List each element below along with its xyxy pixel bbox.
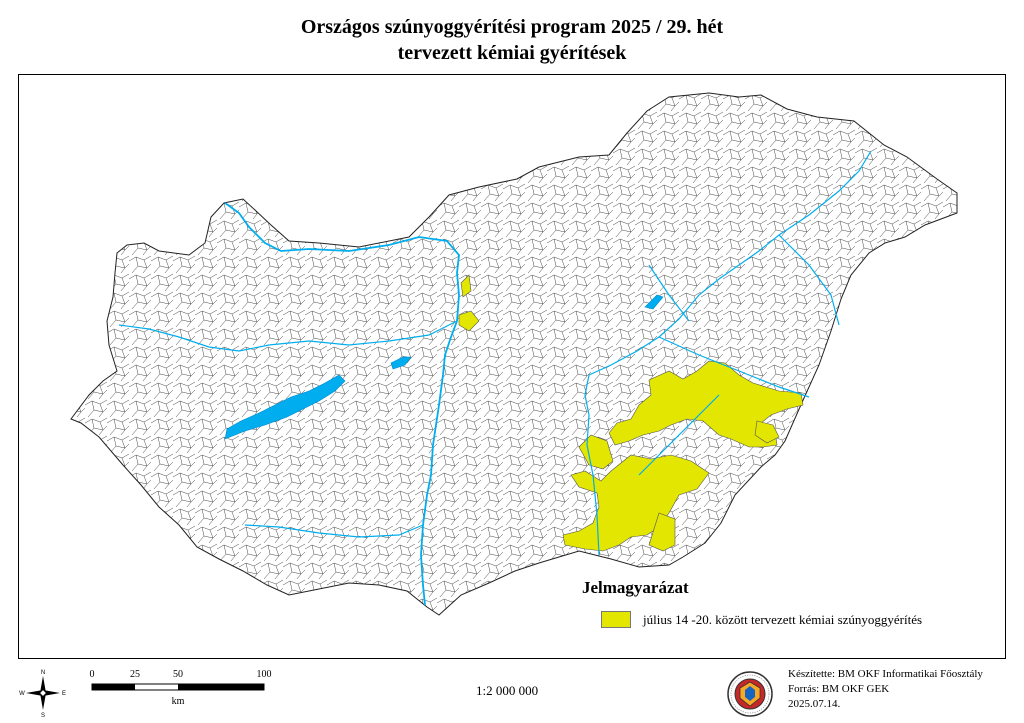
legend-swatch-treated <box>601 611 631 628</box>
credits-source: Forrás: BM OKF GEK <box>788 683 890 695</box>
scale-bar: 0 25 50 100 km <box>90 669 272 707</box>
fire-rescue-emblem-icon <box>727 671 773 717</box>
scale-tick-50: 50 <box>173 669 183 680</box>
lakes <box>224 294 664 440</box>
map-title: Országos szúnyoggyérítési program 2025 /… <box>0 14 1024 66</box>
legend-item: július 14 -20. között tervezett kémiai s… <box>601 611 922 628</box>
municipality-boundaries <box>71 93 957 615</box>
compass-e: E <box>62 691 66 697</box>
hungary-map <box>70 92 958 616</box>
compass-n: N <box>41 670 45 676</box>
credits: Készítette: BM OKF Informatikai Főosztál… <box>788 667 983 712</box>
scale-ratio: 1:2 000 000 <box>476 683 539 698</box>
scale-tick-0: 0 <box>90 669 95 680</box>
credits-date: 2025.07.14. <box>788 698 841 710</box>
legend-title: Jelmagyarázat <box>582 578 689 597</box>
credits-author: Készítette: BM OKF Informatikai Főosztál… <box>788 668 983 680</box>
rivers <box>118 150 872 606</box>
map-frame[interactable] <box>18 74 1006 659</box>
map-title-line1: Országos szúnyoggyérítési program 2025 /… <box>300 16 724 38</box>
legend-label: július 14 -20. között tervezett kémiai s… <box>643 611 923 627</box>
scale-unit: km <box>172 696 185 707</box>
compass-w: W <box>19 691 25 697</box>
treated-areas <box>458 274 804 552</box>
compass-rose-icon: N S E W <box>19 670 66 718</box>
map-title-line2: tervezett kémiai gyérítések <box>397 42 627 64</box>
scale-tick-100: 100 <box>257 669 272 680</box>
compass-s: S <box>41 713 45 718</box>
scale-tick-25: 25 <box>130 669 140 680</box>
